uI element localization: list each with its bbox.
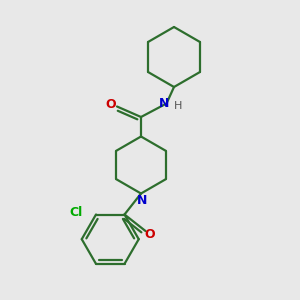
Text: O: O [145,227,155,241]
Text: N: N [137,194,148,207]
Text: N: N [159,97,169,110]
Text: O: O [106,98,116,112]
Text: H: H [174,101,182,111]
Text: Cl: Cl [69,206,82,220]
